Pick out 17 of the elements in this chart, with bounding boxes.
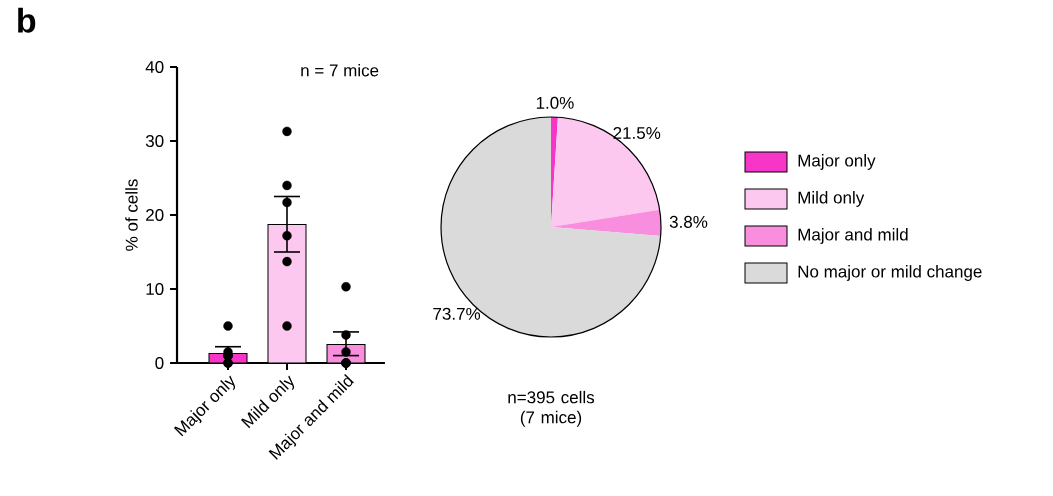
legend-label: No major or mild change — [798, 265, 982, 281]
data-label: 3.8% — [669, 215, 708, 228]
data-label: 1.0% — [536, 96, 574, 109]
legend-label: Major and mild — [798, 228, 908, 244]
y-tick-label: 30 — [145, 134, 164, 148]
y-tick-label: 0 — [155, 356, 164, 370]
y-tick-label: 10 — [146, 282, 164, 296]
legend-label: Mild only — [798, 191, 865, 207]
data-label: 73.7% — [433, 307, 481, 320]
y-axis-title: % of cells — [125, 179, 138, 251]
y-tick-label: 40 — [145, 60, 164, 74]
text: n=395 cells (7 mice) — [508, 390, 595, 427]
y-tick-label: 20 — [146, 208, 164, 222]
annotation: n = 7 mice — [301, 63, 379, 77]
chart-title: b — [18, 7, 36, 33]
legend-label: Major only — [798, 154, 876, 170]
data-label: 21.5% — [613, 126, 661, 140]
